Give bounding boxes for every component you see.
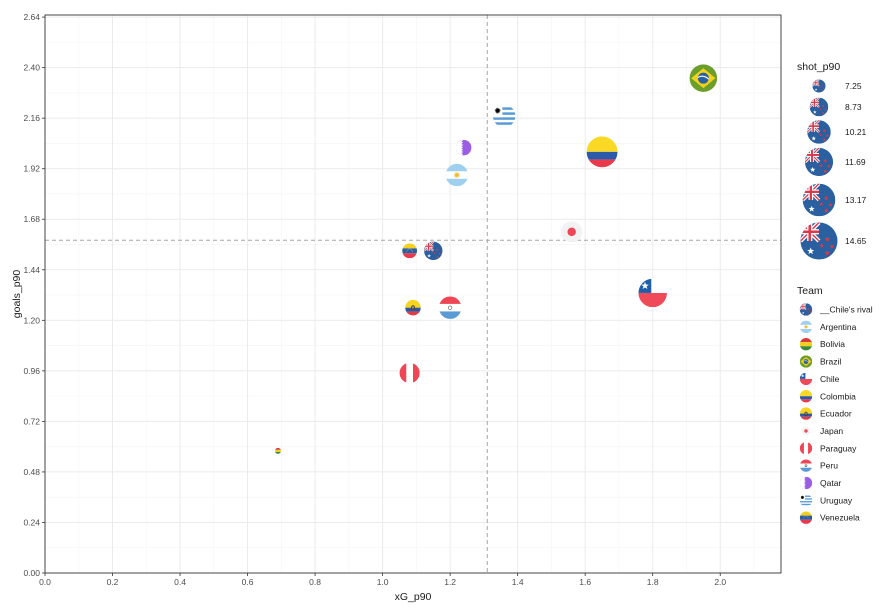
- size-legend-title: shot_p90: [797, 61, 840, 73]
- y-axis-title: goals_p90: [11, 270, 23, 319]
- team-legend-label: Ecuador: [820, 409, 852, 419]
- team-legend-key: [799, 338, 813, 351]
- point-chile: [638, 278, 667, 308]
- size-legend-label: 14.65: [845, 236, 867, 246]
- point-chile-s-rival: [424, 241, 443, 261]
- y-tick-label: 0.24: [23, 517, 40, 527]
- x-tick-label: 0.4: [174, 577, 186, 587]
- panel-border: [44, 14, 782, 574]
- size-legend-label: 11.69: [845, 157, 866, 167]
- team-legend-title: Team: [797, 285, 823, 297]
- point-peru: [438, 296, 462, 319]
- x-tick-label: 0.0: [39, 577, 51, 587]
- team-legend-key: [799, 372, 813, 386]
- team-legend-label: Uruguay: [820, 495, 853, 505]
- team-legend-key: [799, 390, 813, 403]
- team-legend: Team __Chile's rival Argentina Bolivia Braz…: [797, 285, 873, 524]
- team-legend-label: Venezuela: [820, 513, 860, 523]
- y-tick-label: 2.64: [23, 12, 40, 22]
- team-legend-label: Colombia: [820, 391, 856, 401]
- size-legend-label: 7.25: [845, 81, 862, 91]
- team-legend-key: [799, 511, 813, 524]
- point-bolivia: [274, 447, 281, 454]
- y-tick-label: 0.48: [23, 467, 40, 477]
- x-tick-label: 1.6: [579, 577, 591, 587]
- team-legend-label: __Chile's rival: [819, 305, 873, 315]
- panel-background: [45, 15, 781, 573]
- point-ecuador: [405, 299, 421, 316]
- team-legend-key: [799, 476, 813, 490]
- x-axis-title: xG_p90: [395, 591, 432, 603]
- y-axis: 0.00 0.24 0.48 0.72 0.96 1.20 1.44 1.68 1.92 2.16…: [23, 12, 45, 578]
- team-legend-label: Argentina: [820, 322, 857, 332]
- x-tick-label: 2.0: [714, 577, 726, 587]
- team-legend-key: [799, 303, 813, 316]
- size-legend-label: 8.73: [845, 102, 862, 112]
- point-brazil: [689, 64, 718, 92]
- size-legend: shot_p90 7.25 8.73 10.21 11.69 13.17 14.65: [797, 61, 867, 260]
- team-legend-label: Chile: [820, 374, 840, 384]
- y-tick-label: 2.16: [23, 113, 40, 123]
- team-legend-label: Japan: [820, 426, 843, 436]
- size-legend-key: [807, 120, 831, 144]
- team-legend-key: [799, 320, 813, 334]
- point-japan: [561, 221, 583, 243]
- plot-panel: [44, 14, 782, 574]
- x-tick-label: 1.8: [647, 577, 659, 587]
- y-tick-label: 0.00: [23, 568, 40, 578]
- team-legend-label: Paraguay: [820, 443, 857, 453]
- team-legend-label: Qatar: [820, 478, 841, 488]
- team-legend-label: Peru: [820, 461, 838, 471]
- size-legend-key: [812, 79, 826, 93]
- size-legend-key: [804, 147, 834, 177]
- y-tick-label: 2.40: [23, 63, 40, 73]
- x-axis: 0.0 0.2 0.4 0.6 0.8 1.0 1.2 1.4 1.6 1.8 2.0: [39, 573, 726, 587]
- team-legend-key: [799, 442, 813, 455]
- y-tick-label: 1.92: [23, 164, 40, 174]
- x-tick-label: 0.8: [309, 577, 321, 587]
- y-tick-label: 1.20: [23, 315, 40, 325]
- x-tick-label: 0.6: [242, 577, 254, 587]
- point-venezuela: [402, 243, 418, 259]
- team-legend-label: Brazil: [820, 357, 841, 367]
- point-colombia: [586, 136, 618, 168]
- team-legend-key: [799, 494, 813, 507]
- x-tick-label: 1.2: [444, 577, 456, 587]
- team-legend-key: [799, 407, 813, 420]
- point-argentina: [445, 163, 469, 187]
- size-legend-key: [802, 183, 836, 217]
- size-legend-label: 10.21: [845, 127, 867, 137]
- team-legend-label: Bolivia: [820, 339, 845, 349]
- y-tick-label: 1.68: [23, 214, 40, 224]
- y-tick-label: 0.96: [23, 366, 40, 376]
- x-tick-label: 1.4: [512, 577, 524, 587]
- size-legend-key: [809, 97, 829, 117]
- y-tick-label: 0.72: [23, 416, 40, 426]
- x-tick-label: 0.2: [107, 577, 119, 587]
- team-legend-key: [799, 459, 813, 472]
- point-uruguay: [492, 104, 516, 128]
- x-tick-label: 1.0: [377, 577, 389, 587]
- team-legend-key: [801, 426, 811, 436]
- y-tick-label: 1.44: [23, 265, 40, 275]
- team-legend-key: [799, 355, 813, 368]
- point-paraguay: [399, 362, 420, 384]
- points-layer: [274, 64, 718, 454]
- point-qatar: [455, 139, 472, 156]
- size-legend-label: 13.17: [845, 195, 867, 205]
- size-legend-key: [800, 222, 838, 260]
